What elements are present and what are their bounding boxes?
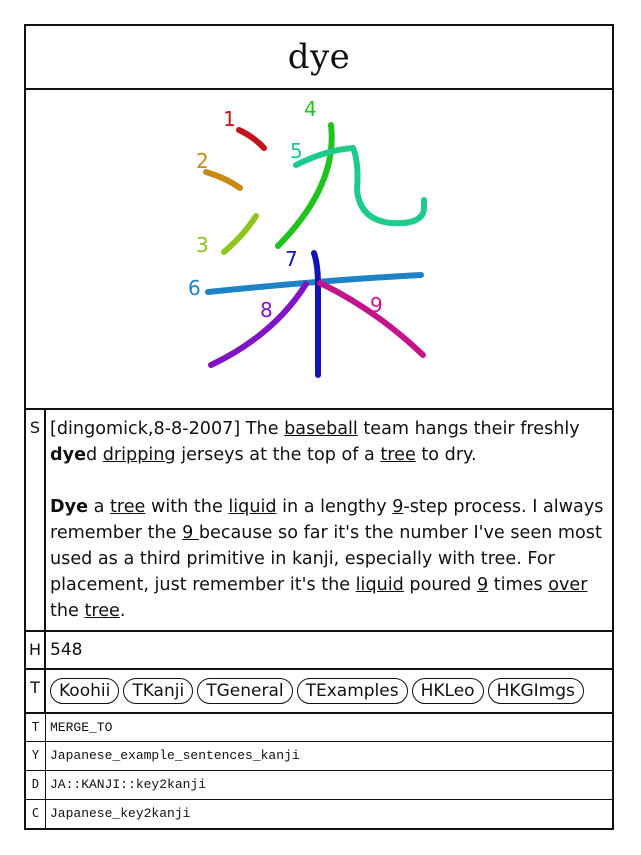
meta-row-type: T MERGE_TO: [26, 712, 612, 741]
stroke-number-5: 5: [290, 139, 303, 163]
tag-tkanji[interactable]: TKanji: [123, 678, 194, 704]
story-paragraph-2: Dye a tree with the liquid in a lengthy …: [50, 497, 604, 621]
story-paragraph-1: [dingomick,8-8-2007] The baseball team h…: [50, 419, 580, 465]
stroke-8: [208, 281, 309, 368]
story-text: [dingomick,8-8-2007] The baseball team h…: [46, 410, 612, 630]
keyword-title: dye: [287, 37, 351, 77]
stroke-number-7: 7: [285, 247, 298, 271]
stroke-1: [236, 127, 267, 151]
meta-value-y: Japanese_example_sentences_kanji: [50, 748, 300, 763]
tag-koohii[interactable]: Koohii: [50, 678, 120, 704]
stroke-number-2: 2: [196, 149, 209, 173]
stroke-9: [317, 280, 426, 358]
kanji-stroke-order-diagram: 1 2 3 4 5 6 7 8 9: [26, 88, 612, 408]
stroke-7: [311, 250, 321, 378]
meta-label-card: C: [26, 800, 46, 828]
meta-label-deck: D: [26, 771, 46, 799]
stroke-number-8: 8: [260, 298, 273, 322]
meta-row-card: C Japanese_key2kanji: [26, 799, 612, 828]
stroke-2: [203, 169, 243, 191]
meta-value-card: Japanese_key2kanji: [50, 806, 191, 821]
tag-tgeneral[interactable]: TGeneral: [197, 678, 293, 704]
kanji-svg: 1 2 3 4 5 6 7 8 9: [188, 97, 427, 378]
stroke-3: [221, 213, 259, 255]
meta-label-type: T: [26, 714, 46, 741]
stroke-4: [275, 122, 335, 249]
tag-list: Koohii TKanji TGeneral TExamples HKLeo H…: [46, 670, 612, 712]
meta-value-type: MERGE_TO: [50, 720, 113, 735]
meta-row-y: Y Japanese_example_sentences_kanji: [26, 741, 612, 770]
tags-label: T: [26, 670, 46, 712]
tag-hkgimgs[interactable]: HKGImgs: [487, 678, 584, 704]
story-label: S: [26, 410, 46, 630]
stroke-5: [293, 145, 427, 227]
tag-hkleo[interactable]: HKLeo: [411, 678, 484, 704]
stroke-6: [205, 272, 424, 295]
heisig-label: H: [26, 632, 46, 668]
meta-value-deck: JA::KANJI::key2kanji: [50, 777, 207, 792]
stroke-number-4: 4: [304, 97, 317, 121]
stroke-number-1: 1: [223, 107, 236, 131]
heisig-row: H 548: [26, 630, 612, 668]
tag-texamples[interactable]: TExamples: [296, 678, 408, 704]
meta-label-y: Y: [26, 742, 46, 770]
tags-row: T Koohii TKanji TGeneral TExamples HKLeo…: [26, 668, 612, 712]
heisig-number: 548: [50, 640, 83, 660]
keyword-header: dye: [26, 26, 612, 88]
stroke-number-9: 9: [370, 293, 383, 317]
story-row: S [dingomick,8-8-2007] The baseball team…: [26, 408, 612, 630]
stroke-number-6: 6: [188, 276, 201, 300]
meta-row-deck: D JA::KANJI::key2kanji: [26, 770, 612, 799]
stroke-number-3: 3: [196, 233, 209, 257]
note-card: dye 1 2 3 4 5 6 7 8: [24, 24, 614, 830]
